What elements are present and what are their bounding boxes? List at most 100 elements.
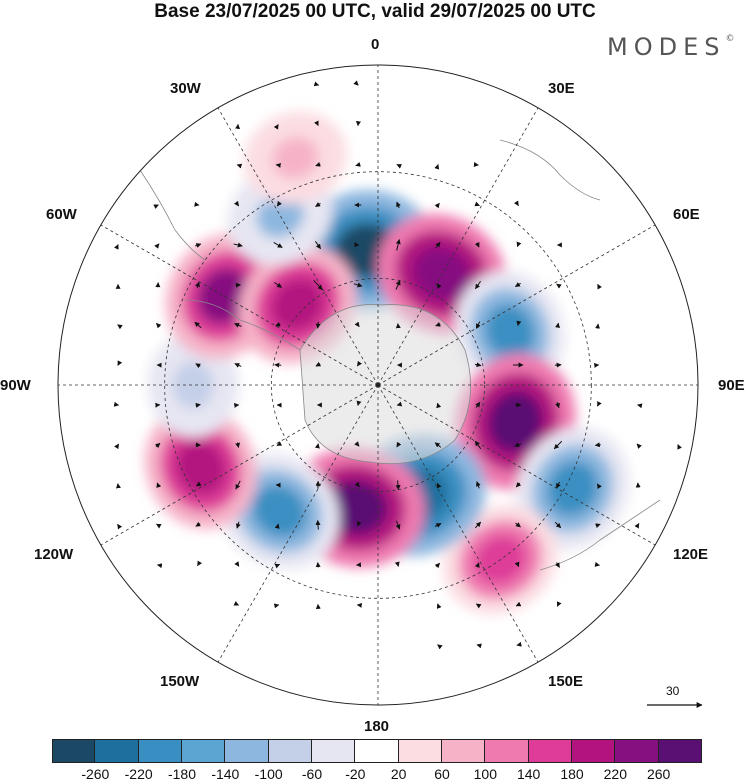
wind-arrow xyxy=(195,521,201,527)
wind-arrow xyxy=(235,282,241,288)
wind-arrow xyxy=(474,242,480,248)
wind-arrow xyxy=(475,321,481,329)
wind-arrow xyxy=(195,243,202,248)
lon-label-30e: 30E xyxy=(548,80,575,97)
anomaly-pink-west-core-2 xyxy=(175,439,227,496)
africa-coastline xyxy=(499,139,601,201)
wind-arrow xyxy=(594,442,601,448)
colorbar-tick-label: -220 xyxy=(124,766,153,782)
australia-coastline xyxy=(539,499,661,571)
wind-arrow xyxy=(436,482,442,489)
wind-arrow xyxy=(474,562,480,568)
wind-arrow xyxy=(315,562,321,568)
coastline-layer xyxy=(139,139,661,571)
wind-arrow xyxy=(156,523,162,529)
wind-arrow xyxy=(313,279,323,291)
wind-arrow xyxy=(117,324,123,330)
wind-arrow xyxy=(515,481,522,488)
wind-arrow xyxy=(353,80,359,86)
wind-arrow xyxy=(434,562,441,569)
wind-arrow xyxy=(555,322,560,329)
anomaly-blue-west-core-2 xyxy=(172,361,214,409)
wind-arrow xyxy=(436,603,442,609)
lon-label-90w: 90W xyxy=(0,377,31,394)
lon-label-60e: 60E xyxy=(673,206,700,223)
wind-arrow xyxy=(233,601,240,606)
lon-label-30w: 30W xyxy=(170,80,201,97)
map-disc xyxy=(58,65,698,705)
graticule xyxy=(58,65,698,705)
meridian-line xyxy=(377,384,539,663)
colorbar-tick-label: -20 xyxy=(345,766,366,782)
wind-arrow xyxy=(154,442,161,449)
wind-arrow xyxy=(314,241,322,250)
wind-arrow xyxy=(475,280,481,290)
wind-arrow xyxy=(315,519,321,530)
anomaly-pink-south-core-2 xyxy=(325,480,388,535)
colorbar-tick-label: -100 xyxy=(254,766,283,782)
wind-arrow xyxy=(396,441,402,448)
wind-arrow xyxy=(396,201,401,209)
wind-arrow xyxy=(555,402,560,409)
wind-arrow xyxy=(474,440,482,450)
colorbar-tick-label: -140 xyxy=(211,766,240,782)
antarctica-landmass xyxy=(299,304,471,465)
wind-arrow xyxy=(273,242,283,248)
wind-arrow xyxy=(434,442,442,448)
wind-arrow xyxy=(117,523,123,530)
wind-arrow xyxy=(354,321,360,328)
anomaly-blue-south-east-core-2 xyxy=(547,460,599,517)
wind-arrow xyxy=(555,562,560,568)
wind-arrow xyxy=(636,443,642,449)
colorbar-swatch-8 xyxy=(398,739,442,763)
wind-arrow xyxy=(556,481,561,489)
lon-label-90e: 90E xyxy=(718,377,745,394)
colorbar-swatch-9 xyxy=(441,739,486,763)
wind-arrow xyxy=(395,480,401,491)
wind-arrow xyxy=(155,322,162,329)
wind-arrow xyxy=(194,321,202,329)
wind-arrow xyxy=(314,443,320,449)
lon-label-150w: 150W xyxy=(160,673,200,690)
wind-arrow xyxy=(474,201,480,207)
wind-arrow xyxy=(554,521,562,529)
wind-arrow xyxy=(436,283,442,289)
anomaly-pink-east-core-2 xyxy=(488,391,543,453)
wind-arrow xyxy=(195,281,200,288)
lon-label-0: 0 xyxy=(371,36,380,53)
wind-arrow xyxy=(597,283,602,290)
wind-arrow xyxy=(474,521,482,529)
anomaly-field-layer xyxy=(144,111,630,615)
wind-arrow xyxy=(516,241,522,248)
colorbar-swatch-14 xyxy=(658,739,702,763)
meridian-line xyxy=(377,224,656,386)
meridian-line xyxy=(217,384,379,663)
wind-arrow xyxy=(476,643,482,649)
wind-arrow xyxy=(475,481,481,489)
wind-arrow xyxy=(437,644,443,650)
wind-arrow xyxy=(156,482,162,489)
colorbar-swatch-2 xyxy=(138,739,182,763)
wind-arrow xyxy=(515,402,522,408)
modes-logo: MODES© xyxy=(607,33,734,61)
wind-arrow xyxy=(234,561,240,567)
wind-arrow xyxy=(435,241,441,249)
wind-arrow xyxy=(353,282,363,288)
wind-arrow xyxy=(195,402,201,408)
colorbar xyxy=(52,739,702,763)
wind-arrow xyxy=(634,523,640,529)
wind-arrow xyxy=(197,560,202,567)
wind-arrow xyxy=(234,363,242,368)
wind-arrow xyxy=(396,164,402,169)
map-title: Base 23/07/2025 00 UTC, valid 29/07/2025… xyxy=(154,1,596,22)
lon-label-120e: 120E xyxy=(673,546,709,563)
colorbar-tick-label: 140 xyxy=(516,766,541,782)
colorbar-swatch-4 xyxy=(225,739,269,763)
peninsula-coastline xyxy=(184,299,301,351)
colorbar-swatch-3 xyxy=(181,739,226,763)
wind-arrow xyxy=(434,202,440,209)
wind-arrow xyxy=(195,481,202,487)
wind-arrow xyxy=(195,363,201,369)
colorbar-swatch-1 xyxy=(95,739,139,763)
